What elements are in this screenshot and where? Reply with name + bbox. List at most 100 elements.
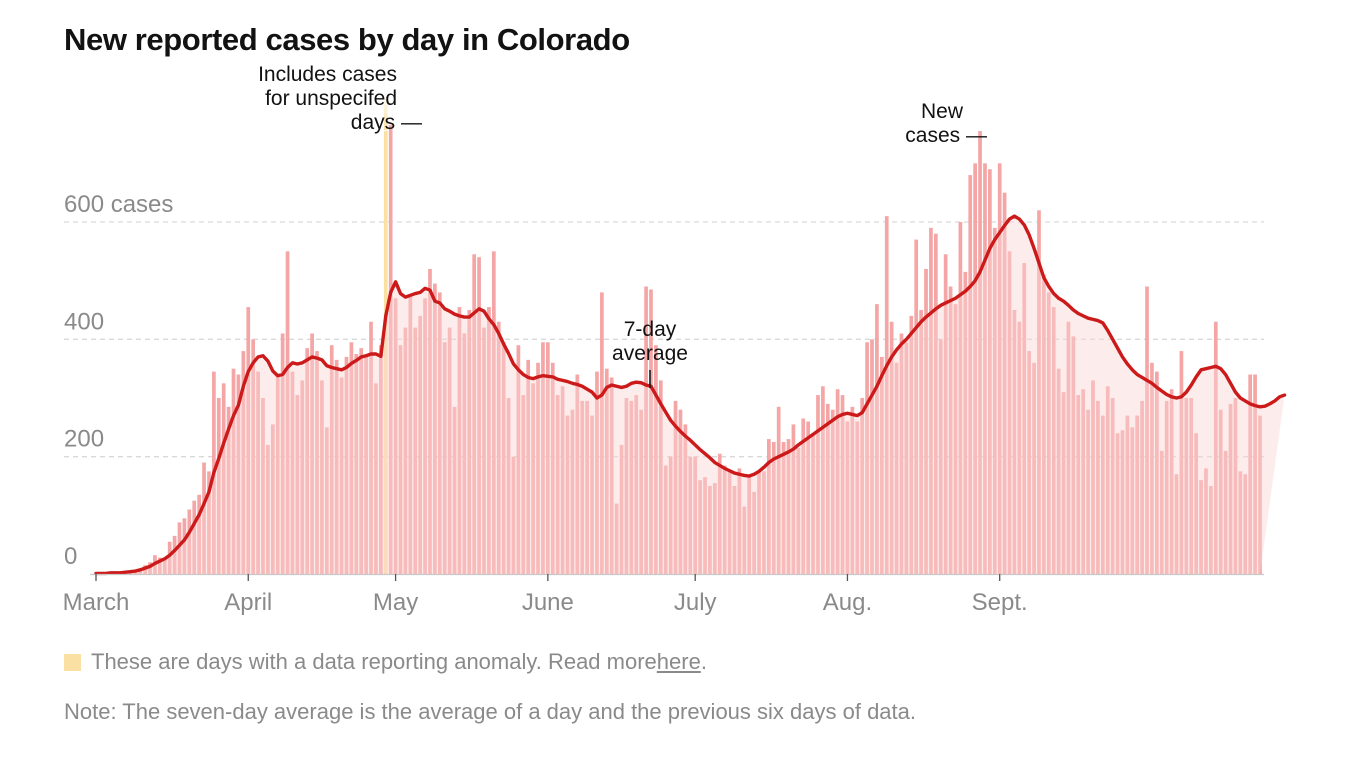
- case-bar: [320, 380, 324, 574]
- case-bar: [727, 471, 732, 574]
- case-bar: [457, 307, 462, 574]
- case-bar: [894, 362, 899, 574]
- case-bar: [428, 268, 432, 574]
- case-bar: [565, 415, 570, 574]
- case-bar: [413, 327, 418, 574]
- case-bar: [649, 289, 653, 574]
- case-bar: [560, 386, 565, 574]
- read-more-link[interactable]: here: [656, 649, 701, 674]
- case-bar: [354, 354, 359, 574]
- case-bar: [619, 444, 624, 574]
- case-bar: [1189, 398, 1194, 574]
- case-bar: [285, 251, 290, 574]
- case-bar: [482, 327, 486, 574]
- case-bar: [771, 442, 776, 574]
- case-bar: [570, 409, 575, 574]
- case-bar: [884, 216, 889, 574]
- case-bar: [1204, 468, 1208, 574]
- case-bar: [182, 518, 187, 574]
- case-bar: [388, 125, 393, 574]
- y-tick-label: 600 cases: [64, 191, 173, 218]
- case-bar: [270, 424, 275, 574]
- case-bar: [290, 371, 295, 574]
- case-bar: [742, 506, 747, 574]
- case-bar: [236, 374, 241, 574]
- case-bar: [875, 304, 879, 574]
- case-bar: [1037, 210, 1041, 574]
- case-bar: [300, 380, 305, 574]
- case-bar: [192, 500, 197, 574]
- case-bar: [609, 377, 614, 574]
- case-bar: [948, 286, 953, 574]
- case-bar: [1022, 263, 1027, 574]
- case-bar: [983, 163, 987, 574]
- case-bar: [521, 395, 526, 574]
- x-tick-label: Aug.: [823, 589, 872, 616]
- average-line: [94, 214, 1287, 576]
- case-bar: [467, 310, 472, 574]
- case-bar: [1056, 368, 1061, 574]
- case-bar: [933, 233, 938, 575]
- case-bar: [909, 315, 914, 574]
- case-bar: [1150, 362, 1154, 574]
- case-bar: [1248, 374, 1253, 574]
- case-bar: [1155, 371, 1159, 574]
- case-bar: [889, 321, 894, 574]
- x-tick-label: March: [63, 589, 130, 616]
- x-tick-label: May: [373, 589, 418, 616]
- case-bar: [914, 239, 919, 574]
- case-bar: [663, 465, 668, 574]
- case-bar: [329, 345, 334, 574]
- new-cases-annotation-line: cases —: [905, 124, 987, 147]
- bars-layer: [94, 125, 1262, 575]
- case-bar: [496, 321, 501, 574]
- case-bar: [491, 251, 496, 574]
- case-bar: [698, 480, 702, 574]
- average-area: [96, 216, 1285, 574]
- case-bar: [703, 477, 707, 574]
- case-bar: [953, 304, 958, 574]
- x-tick-label: June: [522, 589, 574, 616]
- case-bar: [526, 359, 531, 574]
- x-tick-label: Sept.: [972, 589, 1028, 616]
- case-bar: [1243, 474, 1248, 574]
- case-bar: [644, 286, 648, 574]
- case-bar: [614, 503, 619, 574]
- case-bar: [266, 444, 270, 574]
- case-bar: [477, 257, 481, 574]
- case-bar: [555, 395, 560, 574]
- case-bar: [1071, 336, 1076, 574]
- case-bar: [516, 345, 521, 574]
- anomaly-bar-fade: [383, 94, 388, 130]
- case-bar: [344, 356, 349, 574]
- case-bar: [1258, 415, 1262, 574]
- case-bar: [1194, 433, 1199, 574]
- case-bar: [992, 227, 997, 574]
- case-bar: [673, 400, 678, 574]
- case-bar: [943, 254, 948, 574]
- case-bar: [1253, 374, 1257, 574]
- case-bar: [231, 368, 236, 574]
- case-bar: [919, 310, 923, 574]
- case-bar: [1184, 398, 1189, 574]
- case-bar: [487, 307, 491, 574]
- case-bar: [251, 339, 256, 574]
- case-bar: [472, 254, 477, 574]
- chart-title: New reported cases by day in Colorado: [64, 22, 630, 57]
- case-bar: [978, 131, 982, 574]
- case-bar: [369, 321, 373, 574]
- case-bar: [585, 400, 589, 574]
- case-bar: [776, 406, 781, 574]
- anomaly-annotation-line: Includes cases: [258, 63, 397, 86]
- case-bar: [295, 395, 300, 574]
- case-bar: [840, 395, 845, 574]
- case-bar: [172, 535, 177, 574]
- case-bar: [261, 398, 265, 574]
- case-bar: [334, 359, 339, 574]
- average-annotation-line: average: [612, 342, 688, 365]
- case-bar: [1125, 415, 1130, 574]
- case-bar: [1209, 486, 1213, 574]
- case-bar: [339, 377, 344, 574]
- case-bar: [825, 403, 830, 574]
- legend: These are days with a data reporting ano…: [64, 648, 707, 676]
